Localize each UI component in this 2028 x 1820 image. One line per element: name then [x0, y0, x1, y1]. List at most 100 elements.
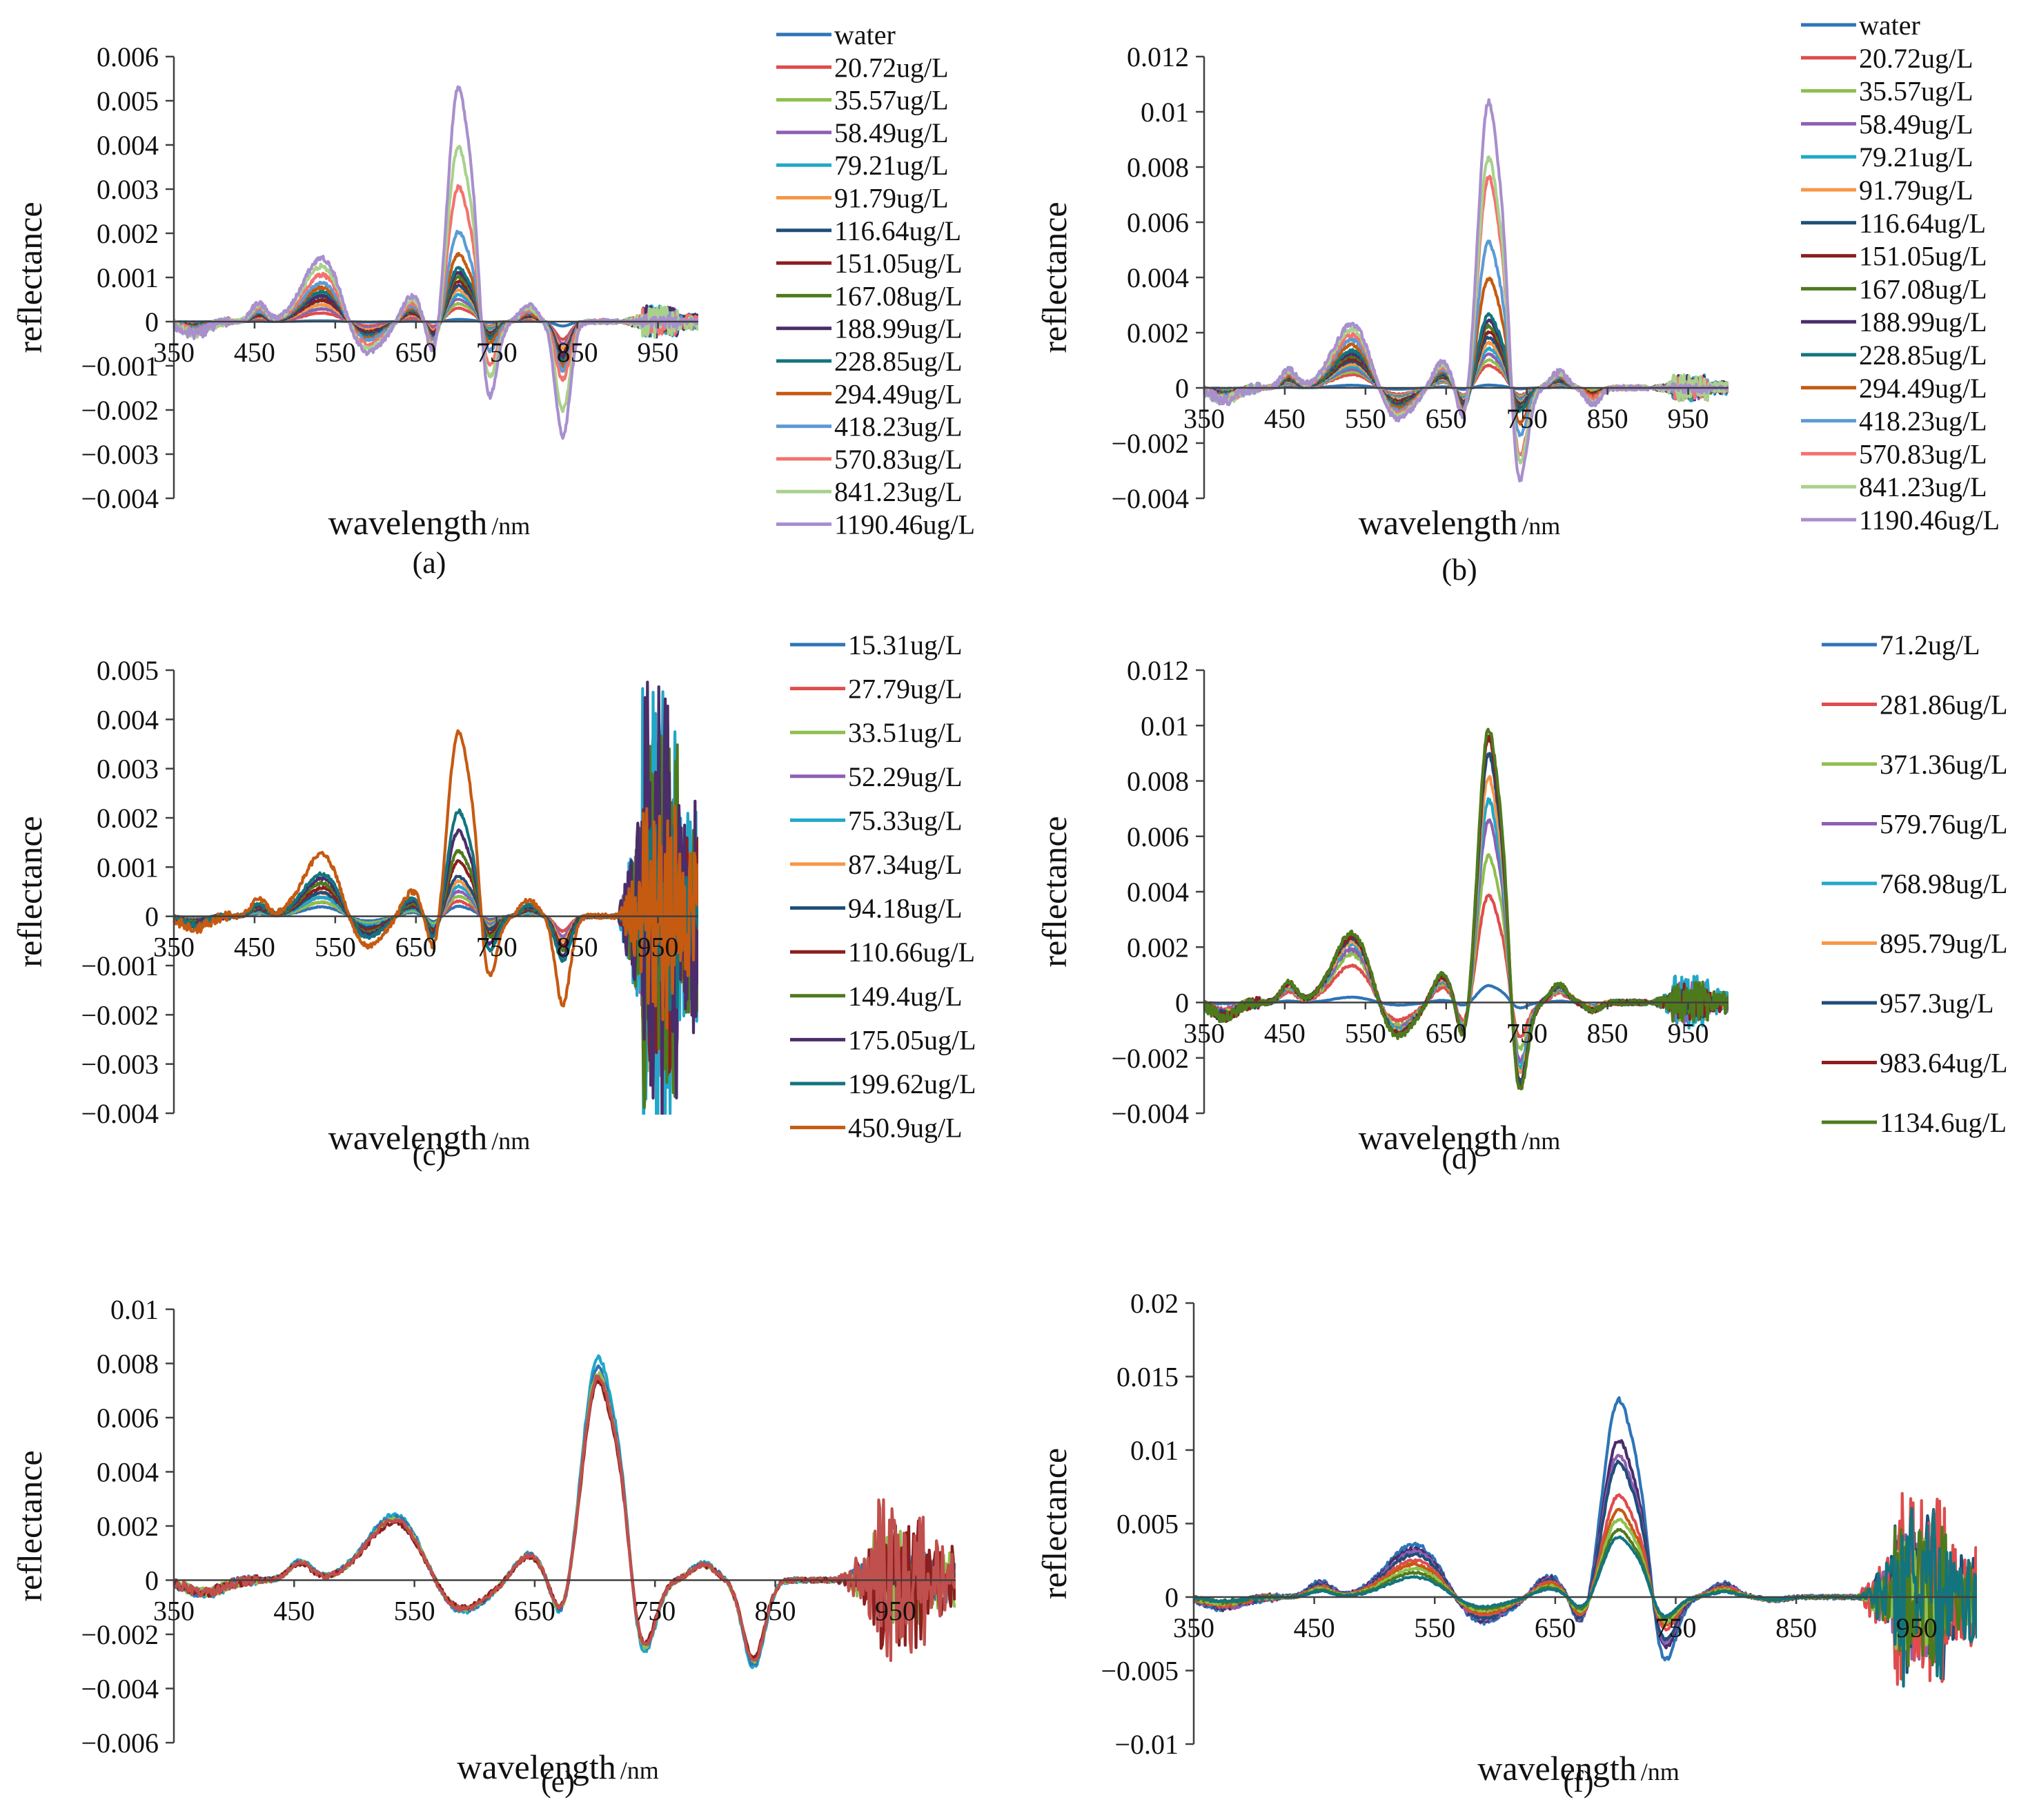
x-tick-label: 550	[1345, 403, 1386, 434]
y-tick-label: 0.008	[97, 1349, 159, 1380]
series-group	[174, 681, 698, 1115]
legend-label: 33.51ug/L	[848, 717, 963, 748]
legend-label: 149.4ug/L	[848, 981, 963, 1012]
x-tick-label: 650	[1426, 403, 1467, 434]
legend-label: 188.99ug/L	[1859, 306, 1987, 337]
legend-label: 418.23ug/L	[834, 411, 963, 442]
y-tick-label: −0.002	[1111, 1043, 1189, 1074]
x-tick-label: 450	[234, 337, 275, 368]
y-tick-label: −0.004	[81, 1674, 159, 1705]
series-line-a-14	[174, 144, 698, 413]
legend-label: 175.05ug/L	[848, 1024, 976, 1055]
y-tick-label: 0.01	[1141, 97, 1189, 128]
legend-label: 294.49ug/L	[1859, 373, 1987, 404]
series-line-f-3	[1194, 1459, 1977, 1681]
x-tick-label: 750	[476, 337, 518, 368]
x-tick-label: 550	[1345, 1018, 1386, 1049]
series-line-a-15	[174, 85, 698, 440]
y-tick-label: −0.003	[81, 439, 159, 470]
legend-label: 15.31ug/L	[848, 629, 963, 661]
y-tick-label: −0.004	[81, 1098, 159, 1129]
y-tick-label: 0.002	[97, 803, 159, 834]
legend-label: 371.36ug/L	[1880, 749, 2008, 780]
y-tick-label: 0.001	[97, 852, 159, 883]
legend-label: 199.62ug/L	[848, 1068, 976, 1099]
figure-caption: (f)	[1564, 1765, 1594, 1799]
x-tick-label: 350	[1183, 1018, 1225, 1049]
legend-label: 1190.46ug/L	[1859, 505, 2000, 536]
legend-label: 1190.46ug/L	[834, 509, 975, 540]
legend-label: 841.23ug/L	[834, 476, 963, 507]
y-tick-label: −0.001	[81, 950, 159, 981]
legend-label: 27.79ug/L	[848, 674, 963, 705]
x-tick-label: 950	[1668, 403, 1709, 434]
y-tick-label: −0.002	[81, 999, 159, 1030]
x-tick-label: 950	[638, 337, 679, 368]
legend-label: 570.83ug/L	[834, 444, 963, 475]
chart-a: 0.006 0.005 0.004 0.003 0.002 0.001 0 −0.001 −0.…	[10, 19, 975, 580]
x-axis-label: wavelength/nm	[1359, 1118, 1560, 1157]
x-tick-label: 650	[395, 932, 437, 963]
y-tick-label: 0.008	[1127, 152, 1189, 183]
x-axis-label: wavelength/nm	[328, 503, 530, 542]
legend-label: 52.29ug/L	[848, 761, 963, 792]
y-tick-label: 0.01	[1141, 710, 1189, 741]
legend-label: 35.57ug/L	[834, 85, 949, 116]
legend-label: 75.33ug/L	[848, 805, 963, 836]
chart-e: 0.01 0.008 0.006 0.004 0.002 0 −0.002 −0.004 −0.…	[10, 1294, 956, 1799]
legend-label: 167.08ug/L	[834, 280, 963, 311]
x-axis-label: wavelength/nm	[457, 1748, 658, 1786]
legend-label: 71.2ug/L	[1880, 629, 1980, 661]
legend-label: 418.23ug/L	[1859, 406, 1987, 437]
y-tick-label: 0.006	[1127, 207, 1189, 238]
legend-label: 228.85ug/L	[834, 346, 963, 377]
y-tick-label: 0	[145, 901, 159, 932]
x-tick-label: 450	[1264, 1018, 1306, 1049]
legend: water20.72ug/L35.57ug/L58.49ug/L79.21ug/…	[1801, 10, 2000, 536]
x-tick-label: 950	[1896, 1612, 1938, 1643]
legend-label: 91.79ug/L	[834, 183, 949, 214]
y-tick-label: 0.015	[1116, 1362, 1179, 1393]
legend-label: 151.05ug/L	[1859, 241, 1987, 272]
y-tick-label: 0.002	[97, 218, 159, 249]
y-tick-label: 0	[1165, 1582, 1179, 1613]
y-tick-label: −0.004	[81, 483, 159, 514]
x-tick-label: 650	[395, 337, 437, 368]
x-tick-label: 350	[1173, 1612, 1214, 1643]
x-tick-label: 450	[273, 1596, 315, 1627]
y-tick-label: 0.012	[1127, 655, 1189, 686]
x-tick-label: 350	[153, 337, 195, 368]
x-tick-label: 850	[755, 1596, 796, 1627]
y-tick-label: 0.001	[97, 262, 159, 293]
x-tick-label: 350	[1183, 403, 1225, 434]
legend-label: 116.64ug/L	[834, 215, 961, 246]
y-tick-label: 0.004	[97, 130, 159, 161]
y-tick-label: 0.02	[1130, 1288, 1179, 1319]
x-tick-label: 850	[1587, 403, 1628, 434]
x-tick-label: 850	[1775, 1612, 1817, 1643]
legend-label: 895.79ug/L	[1880, 928, 2008, 959]
y-tick-label: −0.002	[1111, 428, 1189, 459]
y-tick-label: −0.004	[1111, 1098, 1189, 1129]
y-tick-label: −0.002	[81, 1619, 159, 1650]
y-tick-label: 0.012	[1127, 41, 1189, 72]
legend-label: 116.64ug/L	[1859, 208, 1986, 239]
y-tick-label: 0.006	[97, 41, 159, 72]
y-tick-label: 0.002	[1127, 932, 1189, 963]
legend-label: 983.64ug/L	[1880, 1048, 2008, 1079]
y-tick-label: 0	[145, 306, 159, 337]
legend-label: 151.05ug/L	[834, 248, 963, 279]
x-tick-label: 650	[1426, 1018, 1467, 1049]
series-line-c-9	[174, 681, 698, 1115]
x-tick-label: 450	[1264, 403, 1306, 434]
chart-c: 0.005 0.004 0.003 0.002 0.001 0 −0.001 −0.002 −0…	[10, 629, 976, 1172]
y-tick-label: 0	[1175, 373, 1189, 404]
y-axis-label: reflectance	[1035, 202, 1074, 353]
legend-label: 58.49ug/L	[1859, 108, 1973, 139]
legend-label: 228.85ug/L	[1859, 340, 1987, 371]
y-tick-label: 0.002	[1127, 317, 1189, 349]
legend: 71.2ug/L 281.86ug/L 371.36ug/L 579.76ug/L 76…	[1822, 629, 2008, 1138]
y-tick-label: 0.004	[1127, 877, 1189, 908]
x-tick-label: 650	[1535, 1612, 1576, 1643]
